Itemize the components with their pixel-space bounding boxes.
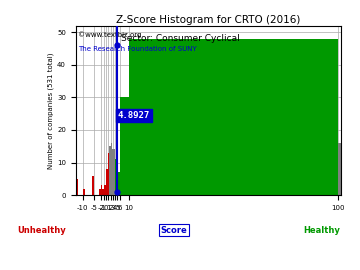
Bar xyxy=(106,169,107,195)
Bar xyxy=(113,150,114,195)
Bar xyxy=(109,146,111,195)
Bar xyxy=(108,153,109,195)
Text: Score: Score xyxy=(160,225,187,235)
Text: Unhealthy: Unhealthy xyxy=(17,225,66,235)
Text: ©www.textbiz.org: ©www.textbiz.org xyxy=(78,31,142,38)
Text: 4.8927: 4.8927 xyxy=(118,111,150,120)
Bar xyxy=(338,143,341,195)
Bar xyxy=(112,150,113,195)
Bar xyxy=(107,169,108,195)
Y-axis label: Number of companies (531 total): Number of companies (531 total) xyxy=(48,52,54,169)
Bar xyxy=(101,185,102,195)
Bar xyxy=(102,188,104,195)
Bar xyxy=(120,97,129,195)
Bar xyxy=(104,185,105,195)
Bar xyxy=(105,185,106,195)
Text: Sector: Consumer Cyclical: Sector: Consumer Cyclical xyxy=(121,34,239,43)
Bar xyxy=(115,159,116,195)
Bar xyxy=(99,188,101,195)
Bar xyxy=(76,179,78,195)
Bar xyxy=(92,176,94,195)
Bar xyxy=(117,172,120,195)
Bar xyxy=(111,143,112,195)
Bar xyxy=(129,39,338,195)
Title: Z-Score Histogram for CRTO (2016): Z-Score Histogram for CRTO (2016) xyxy=(116,15,300,25)
Text: The Research Foundation of SUNY: The Research Foundation of SUNY xyxy=(78,46,197,52)
Text: Healthy: Healthy xyxy=(304,225,341,235)
Bar xyxy=(83,188,85,195)
Bar xyxy=(114,150,115,195)
Bar xyxy=(116,159,117,195)
